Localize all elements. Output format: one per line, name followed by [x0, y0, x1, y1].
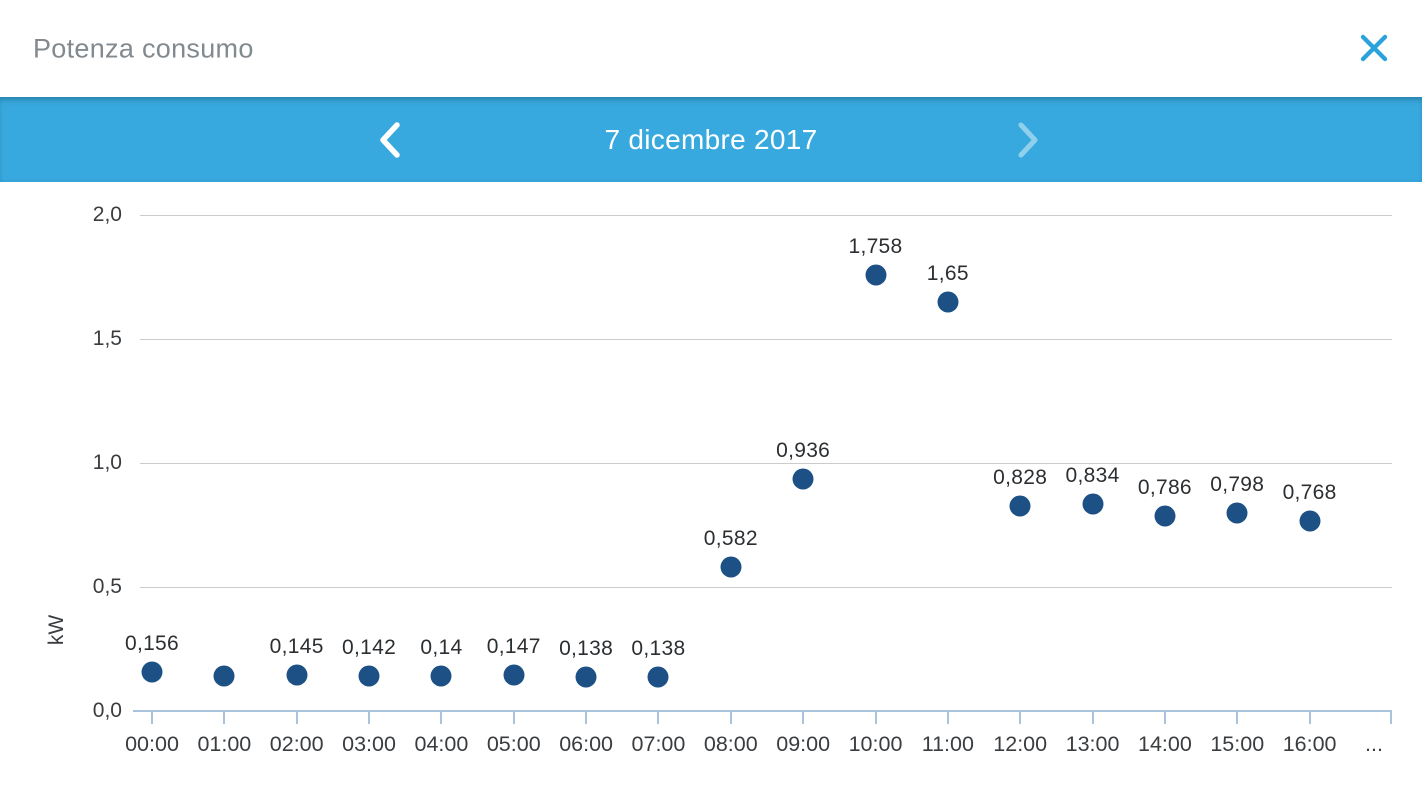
- x-axis-tick: [1163, 712, 1166, 724]
- data-point-label: 0,582: [703, 526, 758, 550]
- date-navigation-bar: 7 dicembre 2017: [0, 97, 1422, 182]
- data-point[interactable]: [1009, 495, 1031, 517]
- data-point-label: 0,14: [420, 636, 463, 660]
- previous-day-button[interactable]: [364, 114, 416, 166]
- x-axis-tick: [585, 712, 588, 724]
- x-axis-tick: [512, 712, 515, 724]
- x-axis-tick: [657, 712, 660, 724]
- data-point-label: 0,936: [776, 438, 831, 462]
- data-point[interactable]: [213, 665, 235, 687]
- x-axis-tick-label: 04:00: [414, 732, 469, 756]
- data-point-label: 0,768: [1282, 480, 1337, 504]
- gridline: [140, 215, 1392, 216]
- x-axis-tick: [295, 712, 298, 724]
- x-axis-tick: [1308, 712, 1311, 724]
- data-point[interactable]: [1154, 505, 1176, 527]
- data-point-label: 0,145: [269, 635, 324, 659]
- plot-area: 2,0 1,5 1,0 0,5 0,0 00:00 01:00 02:00 03:00 04:00…: [93, 203, 1392, 756]
- x-axis-tick-label: 07:00: [631, 732, 686, 756]
- gridline: [140, 587, 1392, 588]
- y-axis-tick-label: 2,0: [92, 203, 122, 226]
- data-point[interactable]: [141, 661, 163, 683]
- y-axis-tick-label: 0,5: [92, 575, 122, 598]
- data-point-label: 0,156: [124, 632, 180, 656]
- data-point-label: 1,758: [848, 235, 903, 259]
- data-point-label: 0,786: [1137, 476, 1192, 500]
- y-axis-title: kW: [45, 614, 68, 646]
- x-axis-tick-label: 12:00: [993, 732, 1048, 756]
- data-point-label: 0,138: [631, 636, 686, 660]
- data-point-label: 0,142: [342, 635, 397, 659]
- x-axis-line: [133, 710, 1392, 712]
- next-day-button[interactable]: [1002, 114, 1054, 166]
- data-point[interactable]: [286, 664, 308, 686]
- data-point[interactable]: [720, 556, 742, 578]
- x-axis-tick: [946, 712, 949, 724]
- x-axis-tick-label: 13:00: [1065, 732, 1120, 756]
- x-axis-tick-label: 00:00: [125, 732, 179, 756]
- data-point[interactable]: [1226, 502, 1248, 524]
- data-point[interactable]: [937, 291, 959, 313]
- x-axis-tick-label: 08:00: [703, 732, 758, 756]
- x-axis-tick-label: 01:00: [197, 732, 252, 756]
- x-axis-tick-label: 09:00: [776, 732, 831, 756]
- data-point-label: 0,138: [559, 636, 614, 660]
- x-axis-tick: [802, 712, 805, 724]
- chevron-left-icon: [380, 121, 400, 158]
- close-icon: [1360, 34, 1388, 62]
- date-label: 7 dicembre 2017: [604, 123, 818, 155]
- data-point-label: 0,798: [1210, 473, 1265, 497]
- page-title: Potenza consumo: [33, 33, 254, 63]
- data-point[interactable]: [1299, 510, 1321, 532]
- dialog-header: Potenza consumo: [0, 0, 1422, 97]
- data-point-label: 0,147: [486, 634, 541, 658]
- gridline: [140, 463, 1392, 464]
- x-axis-tick-label: 02:00: [269, 732, 324, 756]
- data-point-label: 0,828: [993, 465, 1048, 489]
- x-axis-tick-label: 10:00: [848, 732, 903, 756]
- y-axis-tick-label: 0,0: [92, 699, 122, 722]
- data-point[interactable]: [792, 468, 814, 490]
- y-axis-tick-label: 1,0: [92, 451, 122, 474]
- x-axis-tick: [223, 712, 226, 724]
- data-point-label: 0,834: [1065, 464, 1120, 488]
- data-point[interactable]: [647, 666, 669, 688]
- x-axis-tick-label: 11:00: [921, 732, 974, 756]
- x-axis-tick-label: 14:00: [1137, 732, 1192, 756]
- x-axis-tick: [874, 712, 877, 724]
- data-point[interactable]: [503, 664, 525, 686]
- chevron-right-icon: [1018, 122, 1038, 157]
- data-point[interactable]: [865, 264, 886, 286]
- gridline: [140, 339, 1392, 340]
- data-point[interactable]: [430, 665, 452, 687]
- x-axis-tick: [1019, 712, 1022, 724]
- x-axis-tick-label: 06:00: [559, 732, 613, 756]
- data-point[interactable]: [1082, 493, 1104, 515]
- close-button[interactable]: [1354, 28, 1394, 68]
- x-axis-tick-label: 16:00: [1282, 732, 1337, 756]
- x-axis-overflow-label: ...: [1365, 732, 1383, 756]
- data-point[interactable]: [358, 665, 380, 687]
- x-axis-tick: [440, 712, 443, 724]
- axis-end-tick: [1390, 712, 1392, 724]
- x-axis-tick: [1236, 712, 1239, 724]
- y-axis-tick-label: 1,5: [92, 327, 122, 350]
- x-axis-tick-label: 05:00: [486, 732, 541, 756]
- power-consumption-chart: kW 2,0 1,5 1,0 0,5 0,0 00:00 01:00 02:00 03:00 04…: [0, 182, 1422, 800]
- x-axis-tick-label: 15:00: [1210, 732, 1265, 756]
- data-point-label: 1,65: [926, 261, 969, 285]
- x-axis-tick-label: 03:00: [342, 732, 396, 756]
- data-point[interactable]: [575, 666, 597, 688]
- x-axis-tick: [729, 712, 732, 724]
- x-axis-tick: [1091, 712, 1094, 724]
- x-axis-tick: [151, 712, 153, 724]
- x-axis-tick: [368, 712, 371, 724]
